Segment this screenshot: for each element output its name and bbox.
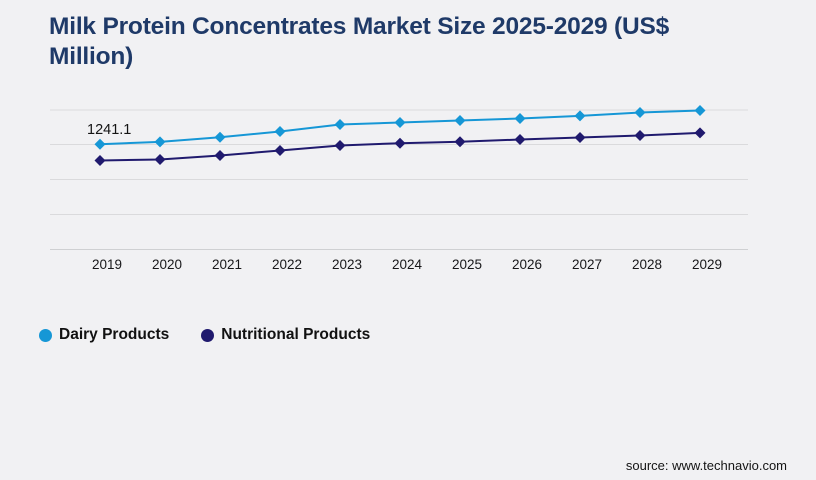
chart-legend: Dairy Products Nutritional Products xyxy=(39,326,370,344)
legend-label: Nutritional Products xyxy=(221,326,371,343)
x-axis-tick-label: 2022 xyxy=(272,257,302,272)
data-point-marker xyxy=(94,155,106,166)
x-axis-tick-label: 2019 xyxy=(92,257,122,272)
data-point-marker xyxy=(634,130,646,141)
legend-dot-icon xyxy=(201,328,215,342)
data-point-marker xyxy=(634,107,646,118)
data-point-marker xyxy=(274,145,286,156)
data-point-marker xyxy=(694,127,706,139)
data-point-marker xyxy=(214,150,226,161)
data-point-marker xyxy=(274,126,286,137)
x-axis-tick-label: 2029 xyxy=(692,257,722,272)
data-point-label: 1241.1 xyxy=(87,122,131,138)
x-axis-tick-label: 2027 xyxy=(572,257,602,272)
legend-item-dairy-products: Dairy Products xyxy=(39,326,169,344)
legend-dot-icon xyxy=(39,328,52,342)
x-axis-tick-label: 2025 xyxy=(452,257,482,272)
data-point-marker xyxy=(454,115,466,126)
x-axis-tick-label: 2028 xyxy=(632,257,662,272)
data-point-marker xyxy=(394,117,406,128)
x-axis-tick-label: 2023 xyxy=(332,257,362,272)
data-point-marker xyxy=(394,137,406,149)
x-axis-tick-label: 2026 xyxy=(512,257,542,272)
legend-item-nutritional-products: Nutritional Products xyxy=(201,326,370,344)
data-point-marker xyxy=(334,140,346,151)
chart-title: Milk Protein Concentrates Market Size 20… xyxy=(49,13,670,70)
legend-label: Dairy Products xyxy=(59,326,170,343)
data-point-marker xyxy=(334,119,346,130)
data-point-marker xyxy=(514,134,526,145)
x-axis-tick-label: 2024 xyxy=(392,257,423,272)
data-point-marker xyxy=(694,105,706,116)
x-axis-tick-label: 2020 xyxy=(152,257,182,272)
data-point-marker xyxy=(454,136,466,148)
data-point-marker xyxy=(154,136,166,148)
data-point-marker xyxy=(154,154,166,165)
x-axis-tick-label: 2021 xyxy=(212,257,242,272)
source-attribution: source: www.technavio.com xyxy=(625,458,787,473)
data-point-marker xyxy=(214,131,226,143)
data-point-marker xyxy=(514,113,526,124)
data-point-marker xyxy=(574,110,586,122)
data-point-marker xyxy=(94,138,106,150)
data-point-marker xyxy=(574,132,586,143)
